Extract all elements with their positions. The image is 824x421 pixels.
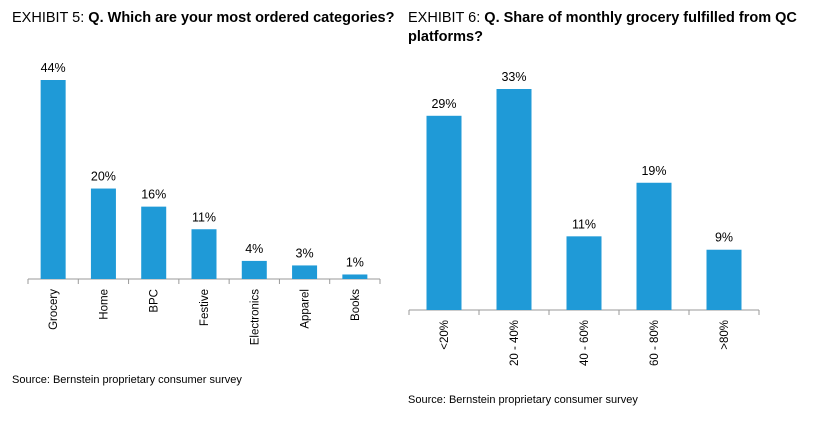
bar-20 (426, 115, 462, 311)
category-label: Books (350, 289, 362, 321)
bar-chart-categories: 44% Grocery 20% Home 16% BPC 11% Festive 4% Elect… (27, 61, 381, 345)
category-label: 40 - 60% (579, 320, 591, 366)
bar-festive (191, 229, 217, 279)
question-text: Q. Which are your most ordered categorie… (88, 10, 395, 26)
category-label: Electronics (249, 289, 261, 345)
category-label: Apparel (300, 289, 312, 329)
bar-books (342, 274, 368, 279)
data-label: 16% (141, 188, 166, 202)
chart-title: EXHIBIT 5: Q. Which are your most ordere… (12, 9, 394, 28)
exhibit-5: EXHIBIT 5: Q. Which are your most ordere… (0, 0, 400, 421)
category-label: <20% (439, 320, 451, 350)
source-note: Source: Bernstein proprietary consumer s… (12, 374, 242, 386)
category-label: >80% (719, 320, 731, 350)
data-label: 1% (346, 255, 364, 269)
data-label: 20% (91, 170, 116, 184)
source-note: Source: Bernstein proprietary consumer s… (408, 394, 638, 406)
data-label: 3% (296, 246, 314, 260)
data-label: 4% (245, 242, 263, 256)
question-text: Q. Share of monthly grocery fulfilled fr… (408, 10, 797, 45)
bar-40-60 (566, 236, 602, 310)
category-label: BPC (149, 289, 161, 313)
bar-chart-grocery-share: 29% <20% 33% 20 - 40% 11% 40 - 60% 19% 60 - 80%… (408, 70, 760, 366)
data-label: 19% (641, 164, 666, 178)
data-label: 33% (501, 70, 526, 84)
data-label: 11% (572, 217, 596, 231)
bar-20-40 (496, 89, 532, 310)
exhibit-6: EXHIBIT 6: Q. Share of monthly grocery f… (404, 0, 824, 421)
data-label: 29% (431, 97, 456, 111)
bar-grocery (40, 80, 66, 279)
exhibit-prefix: EXHIBIT 5: (12, 10, 89, 26)
data-label: 44% (41, 61, 66, 75)
data-label: 9% (715, 231, 733, 245)
category-label: Grocery (48, 289, 60, 330)
exhibit-prefix: EXHIBIT 6: (408, 10, 485, 26)
bar-bpc (141, 206, 167, 279)
category-label: Home (98, 289, 110, 320)
bar-electronics (241, 260, 267, 279)
category-label: 60 - 80% (649, 320, 661, 366)
chart-title: EXHIBIT 6: Q. Share of monthly grocery f… (408, 9, 818, 47)
bar-home (90, 188, 116, 279)
category-label: 20 - 40% (509, 320, 521, 366)
category-label: Festive (199, 289, 211, 326)
bar-apparel (292, 265, 318, 279)
bar-80 (706, 249, 742, 310)
data-label: 11% (192, 210, 216, 224)
bar-60-80 (636, 182, 672, 310)
